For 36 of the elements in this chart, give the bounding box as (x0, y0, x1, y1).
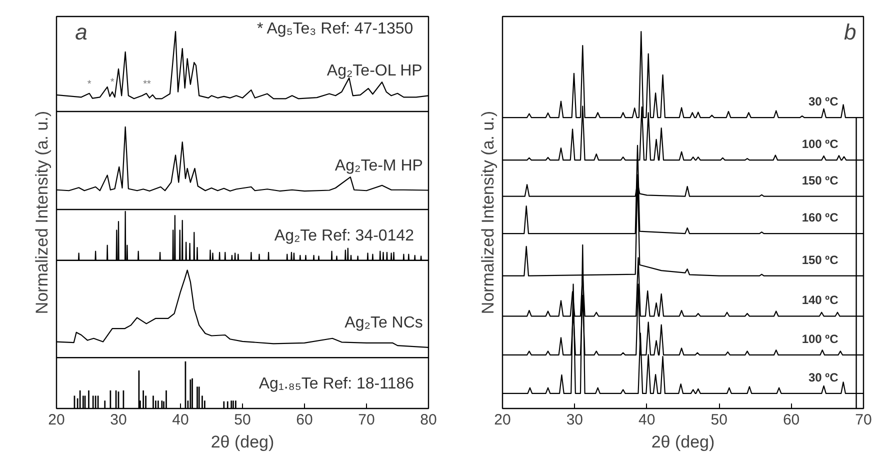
series-label: 140 ºC (802, 293, 839, 308)
x-tick-label: 50 (710, 412, 728, 428)
x-tick-label: 40 (172, 412, 189, 428)
series-label: 150 ºC (802, 173, 839, 188)
series-label: Ag₂Te Ref: 34-0142 (274, 227, 414, 244)
y-axis-title: Normalized Intensity (a. u.) (478, 110, 498, 314)
series-label: 150 ºC (802, 252, 839, 267)
x-tick-label: 20 (48, 412, 65, 428)
y-axis-title: Normalized Intensity (a. u.) (32, 110, 52, 314)
x-tick-label: 70 (358, 412, 375, 428)
x-tick-label: 30 (566, 412, 584, 428)
x-tick-label: 30 (110, 412, 127, 428)
series-label: Ag₂Te-OL HP (326, 62, 422, 80)
series-label: 30 ºC (808, 370, 839, 384)
series-label: 100 ºC (802, 137, 839, 152)
x-tick-label: 60 (782, 412, 800, 428)
x-tick-label: 40 (638, 412, 656, 428)
x-tick-label: 20 (494, 412, 511, 428)
series-label: Ag₂Te-M HP (334, 157, 423, 174)
x-tick-label: 60 (296, 412, 313, 428)
x-tick-label: 70 (855, 412, 872, 428)
x-tick-label: 80 (420, 412, 437, 428)
x-axis-title: 2θ (deg) (210, 432, 274, 452)
series-label: 30 ºC (808, 94, 839, 109)
annotation: * Ag₅Te₃ Ref: 47-1350 (256, 20, 414, 38)
x-axis-title: 2θ (deg) (651, 432, 715, 452)
series-label: Ag₁.₈₅Te Ref: 18-1186 (258, 376, 414, 392)
annotation: * (87, 79, 92, 90)
x-tick-label: 50 (234, 412, 251, 428)
annotation: ** (143, 79, 152, 90)
series-label: 100 ºC (802, 332, 839, 346)
chart-title: b (844, 20, 856, 44)
series-label: Ag₂Te NCs (344, 314, 423, 332)
chart-title: a (75, 20, 88, 44)
annotation: * (110, 77, 114, 88)
series-label: 160 ºC (802, 210, 839, 225)
